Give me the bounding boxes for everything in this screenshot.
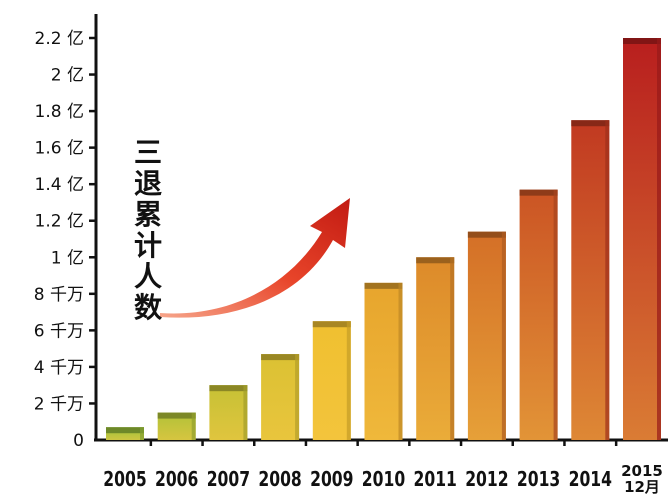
x-tick-label: 2015 12月 <box>621 462 663 496</box>
bar-shade-2 <box>243 385 248 440</box>
y-tick-label: 2 千万 <box>34 394 84 414</box>
y-tick-label: 2 亿 <box>51 66 84 86</box>
bar-8 <box>519 189 558 440</box>
bar-cap-2 <box>209 385 248 392</box>
bar-5 <box>364 282 403 440</box>
y-tick-label: 8 千万 <box>34 285 84 305</box>
y-tick-label: 0 <box>73 431 84 451</box>
bar-shade-6 <box>450 257 455 440</box>
bar-2 <box>209 385 248 440</box>
bar-cap-10 <box>623 38 661 44</box>
bar-shade-0 <box>140 427 144 440</box>
bars <box>106 38 661 441</box>
bar-cap-4 <box>312 321 351 328</box>
x-tick-label: 2009 <box>310 468 353 491</box>
bar-4 <box>312 321 351 440</box>
bar-shade-8 <box>553 189 558 440</box>
y-tick-label: 1.6 亿 <box>35 139 84 159</box>
bar-10 <box>623 38 661 440</box>
x-tick-label: 2007 <box>207 468 250 491</box>
x-tick-label: 2006 <box>155 468 198 491</box>
y-tick-label: 4 千万 <box>34 358 84 378</box>
x-tick-label: 2012 <box>465 468 508 491</box>
bar-cap-3 <box>261 354 300 361</box>
bar-shade-9 <box>605 120 610 441</box>
bar-6 <box>416 257 455 440</box>
bar-cap-7 <box>467 231 506 238</box>
bar-cap-8 <box>519 189 558 196</box>
x-tick-label: 2011 <box>414 468 457 491</box>
growth-arrow <box>160 198 350 318</box>
x-tick-label: 2010 <box>362 468 405 491</box>
x-tick-label: 2014 <box>569 468 612 491</box>
bar-3 <box>261 354 300 440</box>
bar-cap-6 <box>416 257 455 264</box>
bar-9 <box>571 120 610 441</box>
x-tick-label: 2005 <box>103 468 146 491</box>
y-tick-label: 6 千万 <box>34 321 84 341</box>
x-tick-label: 2013 <box>517 468 560 491</box>
bar-shade-5 <box>398 282 403 440</box>
bar-cap-1 <box>157 412 196 419</box>
bar-shade-10 <box>657 38 661 440</box>
y-tick-label: 1 亿 <box>51 248 84 268</box>
bar-cap-5 <box>364 282 403 289</box>
x-tick-label: 2008 <box>258 468 301 491</box>
bar-cap-9 <box>571 120 610 127</box>
y-tick-label: 2.2 亿 <box>35 29 84 49</box>
bar-cap-0 <box>106 427 144 434</box>
bar-shade-3 <box>295 354 300 440</box>
bar-shade-7 <box>501 231 506 440</box>
bar-shade-1 <box>191 412 196 440</box>
y-tick-label: 1.8 亿 <box>35 102 84 122</box>
bar-7 <box>467 231 506 440</box>
y-tick-label: 1.4 亿 <box>35 175 84 195</box>
y-tick-label: 1.2 亿 <box>35 212 84 232</box>
annotation-label: 三退累计人数 <box>134 136 163 324</box>
bar-shade-4 <box>346 321 351 440</box>
x-ticks: 2005 2006 2007 2008 2009 2010 2011 2012 2013 2014… <box>103 440 663 496</box>
y-ticks: 0 2 千万 4 千万 6 千万 8 千万 1 亿 1.2 亿 1.4 亿 1.6 亿 1.8 亿… <box>34 29 96 451</box>
